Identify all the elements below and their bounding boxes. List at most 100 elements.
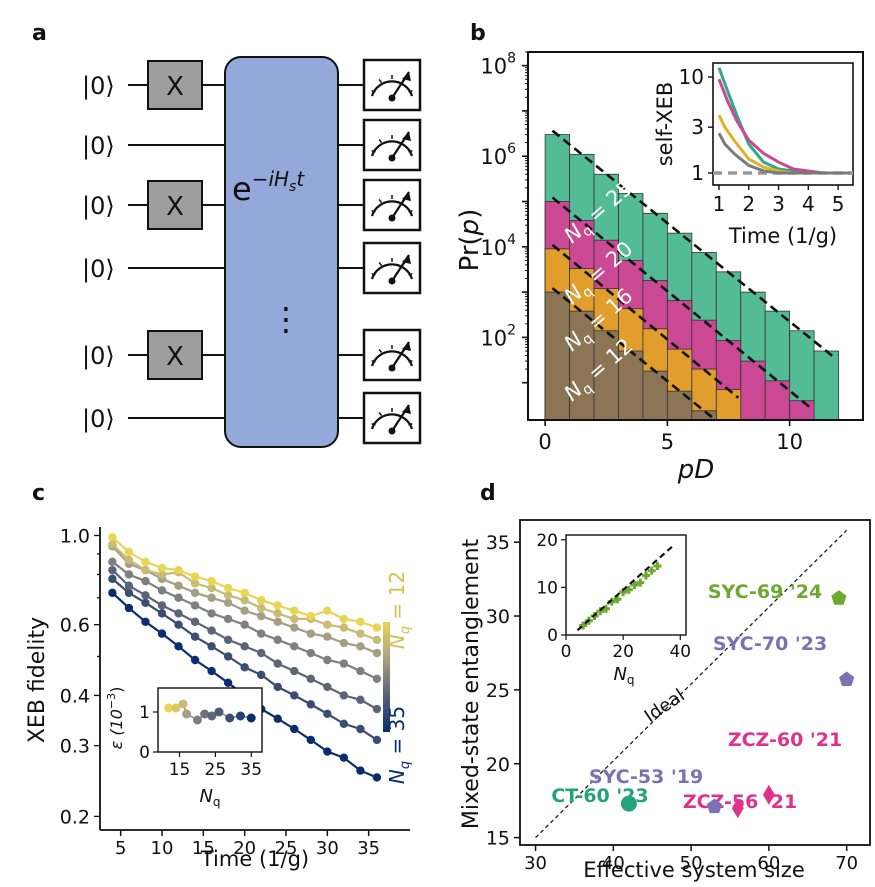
meter-tick	[371, 150, 376, 153]
exponential-fit-line	[551, 243, 740, 399]
xeb-point	[124, 547, 134, 557]
inset-x-tick-label: 3	[772, 192, 785, 216]
xeb-point	[141, 557, 150, 567]
y-tick-label: 0.2	[60, 806, 90, 828]
meter-needle-head	[402, 132, 411, 141]
unitary-block	[224, 56, 339, 448]
meter-tick	[371, 273, 376, 276]
xeb-point	[174, 565, 183, 575]
xeb-point	[356, 766, 365, 775]
histogram-bar	[740, 360, 766, 420]
meter-pivot	[388, 277, 396, 285]
meter-tick	[408, 423, 413, 426]
x-tick-label: 15	[192, 838, 215, 859]
inset-x-tick-label: 20	[612, 642, 634, 662]
colorbar	[383, 622, 390, 732]
xeb-point	[108, 588, 117, 598]
meter-tick	[408, 150, 413, 153]
x-gate	[147, 180, 203, 230]
inset-x-tick-label: 25	[205, 760, 227, 780]
xeb-point	[190, 579, 200, 588]
meter-tick	[371, 210, 376, 213]
xeb-point	[108, 565, 117, 575]
xeb-point	[223, 678, 233, 688]
xeb-point	[141, 598, 150, 608]
meter-tick	[378, 261, 383, 267]
xeb-line-Nq=20	[111, 560, 378, 680]
inset-point	[200, 709, 210, 719]
xeb-point	[223, 598, 233, 608]
y-tick-label: 0.3	[60, 736, 90, 758]
inset-x-label: Nq	[199, 786, 220, 809]
inset-point	[214, 707, 224, 717]
inset-y-label: self-XEB	[653, 82, 677, 167]
xeb-point	[124, 570, 134, 579]
meter-arc	[370, 200, 414, 217]
inset-x-tick-label: 35	[240, 760, 262, 780]
xeb-point	[141, 576, 150, 586]
xeb-point	[306, 700, 315, 709]
inset-x-tick-label: 40	[669, 642, 691, 662]
xeb-point	[372, 773, 382, 782]
measurement-meter	[362, 178, 422, 232]
xeb-point	[108, 574, 117, 584]
xeb-point	[141, 591, 150, 600]
panel-label-a: a	[32, 21, 47, 46]
inset-point	[653, 561, 662, 570]
x-gate-label: X	[166, 72, 184, 102]
xeb-point	[306, 674, 315, 683]
xeb-point	[356, 666, 365, 676]
xeb-point	[190, 601, 200, 610]
xeb-point	[339, 638, 349, 648]
xeb-point	[240, 663, 249, 672]
x-tick-label: 30	[524, 853, 547, 874]
xeb-point	[356, 629, 365, 638]
xeb-point	[157, 601, 167, 610]
meter-needle-head	[402, 72, 411, 81]
xeb-point	[323, 620, 332, 629]
inset-y-label: ε (10−3)	[105, 687, 126, 750]
meter-arc	[370, 413, 414, 430]
meter-needle-head	[402, 255, 411, 264]
xeb-point	[223, 583, 233, 593]
xeb-point	[240, 642, 249, 651]
xeb-point	[207, 593, 216, 602]
xeb-point	[356, 695, 365, 705]
xeb-point	[372, 674, 382, 683]
x-tick-label: 50	[680, 853, 703, 874]
meter-pivot	[388, 214, 396, 222]
inset-y-tick-label: 1	[691, 161, 704, 185]
point-label: SYC-53 '19	[589, 766, 703, 788]
xeb-point	[124, 588, 134, 598]
xeb-point	[223, 652, 233, 661]
point-label: ZCZ-56 '21	[683, 791, 797, 813]
marker-SYC-69 '24	[831, 590, 847, 605]
meter-arc	[370, 263, 414, 280]
inset-y-tick-label: 0	[139, 743, 150, 763]
xeb-point	[174, 620, 183, 629]
inset-point	[192, 715, 202, 725]
histogram-bar	[593, 330, 619, 420]
inset-x-tick-label: 1	[713, 192, 726, 216]
x-tick-label: 20	[233, 838, 256, 859]
inset-x-label: Time (1/g)	[728, 224, 837, 248]
meter-tick	[378, 348, 383, 354]
inset-point	[613, 595, 622, 604]
histogram-bar	[715, 389, 742, 420]
inset-point	[178, 699, 188, 709]
y-tick-label: 20	[486, 754, 510, 776]
inset-point	[246, 713, 256, 723]
xeb-point	[339, 691, 349, 700]
exponential-fit-line	[551, 129, 837, 360]
xeb-point	[257, 629, 266, 638]
xeb-point	[157, 570, 167, 579]
xeb-point	[290, 724, 299, 734]
xeb-point	[323, 747, 332, 756]
xeb-point	[290, 614, 299, 624]
xeb-point	[190, 617, 200, 626]
colorbar-bottom-label: Nq = 35	[385, 706, 413, 784]
xeb-point	[372, 704, 382, 714]
panel-label-d: d	[480, 481, 496, 506]
xeb-point	[339, 753, 349, 762]
